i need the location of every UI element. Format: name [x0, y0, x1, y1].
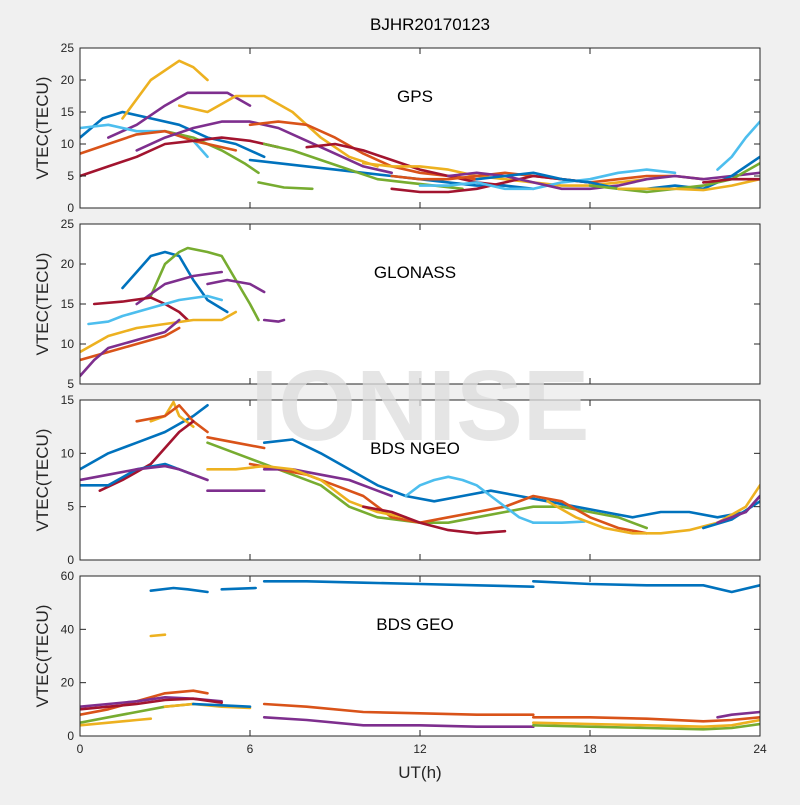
- series-line-14: [404, 475, 535, 525]
- panels: 0 5 10 15 20 25 VTEC(TECU) GPS 5 10 15 20 25 VTEC(TEC…: [33, 41, 767, 756]
- y-tick-label: 20: [61, 676, 75, 690]
- series-line-24: [701, 177, 760, 184]
- series-line-3: [135, 403, 209, 434]
- y-tick-label: 15: [61, 297, 75, 311]
- series-group: [80, 579, 760, 731]
- y-axis-label: VTEC(TECU): [33, 605, 52, 708]
- y-tick-label: 10: [61, 137, 75, 151]
- series-line-2: [121, 59, 209, 120]
- series-line-7: [177, 94, 379, 168]
- series-line-5: [80, 123, 209, 159]
- y-tick-label: 15: [61, 105, 75, 119]
- series-line-4: [206, 278, 266, 294]
- y-tick-label: 0: [67, 553, 74, 567]
- series-line-6: [80, 129, 238, 155]
- series-line-8: [80, 136, 280, 178]
- y-tick-label: 10: [61, 337, 75, 351]
- series-line-17: [531, 718, 760, 729]
- x-tick-label: 24: [753, 742, 767, 756]
- series-line-1: [80, 110, 266, 159]
- x-tick-label: 18: [583, 742, 597, 756]
- series-line-2: [220, 586, 257, 591]
- series-line-7: [262, 702, 535, 717]
- panel-3: 0 5 10 15 VTEC(TECU) BDS NGEO: [33, 393, 761, 567]
- series-line-4: [531, 579, 760, 594]
- panel-2: 5 10 15 20 25 VTEC(TECU) GLONASS: [33, 217, 761, 391]
- series-line-9: [135, 120, 394, 175]
- series-line-15: [80, 717, 153, 727]
- y-tick-label: 0: [67, 201, 74, 215]
- panel-label: BDS GEO: [376, 615, 453, 634]
- y-tick-label: 15: [61, 393, 75, 407]
- y-tick-label: 0: [67, 729, 74, 743]
- y-tick-label: 20: [61, 257, 75, 271]
- series-line-23: [716, 120, 760, 171]
- figure-title: BJHR20170123: [370, 15, 490, 34]
- series-line-10: [262, 715, 535, 729]
- series-line-17: [546, 483, 760, 535]
- plot-area: [80, 576, 760, 736]
- panel-4: 0 20 40 60 0 6 12 18 24 VTEC(TECU) BDS GEO: [33, 569, 767, 756]
- y-tick-label: 10: [61, 446, 75, 460]
- series-line-7: [87, 294, 223, 326]
- x-tick-label: 0: [77, 742, 84, 756]
- y-tick-label: 5: [67, 377, 74, 391]
- panel-1: 0 5 10 15 20 25 VTEC(TECU) GPS: [33, 41, 761, 215]
- series-line-3: [262, 579, 535, 589]
- series-line-5: [149, 633, 167, 638]
- panel-label: GPS: [397, 87, 433, 106]
- y-axis-label: VTEC(TECU): [33, 77, 52, 180]
- series-line-14: [257, 181, 314, 191]
- series-line-6: [92, 296, 189, 322]
- series-line-14: [531, 722, 760, 731]
- series-line-1: [149, 586, 209, 594]
- series-line-2: [149, 246, 260, 322]
- series-line-3: [135, 270, 223, 306]
- series-group: [80, 400, 760, 535]
- series-line-16: [531, 520, 586, 525]
- x-axis-label: UT(h): [398, 763, 441, 782]
- series-line-18: [192, 702, 252, 709]
- series-line-13: [206, 464, 408, 519]
- series-line-12: [80, 697, 223, 711]
- y-tick-label: 5: [67, 169, 74, 183]
- series-line-6: [80, 689, 209, 717]
- y-tick-label: 25: [61, 41, 75, 55]
- x-tick-label: 6: [247, 742, 254, 756]
- y-axis-label: VTEC(TECU): [33, 429, 52, 532]
- plot-area: [80, 224, 760, 384]
- series-line-3: [107, 91, 252, 139]
- x-tick-label: 12: [413, 742, 427, 756]
- series-line-10: [262, 438, 760, 519]
- series-line-4: [206, 435, 266, 450]
- y-tick-label: 60: [61, 569, 75, 583]
- series-line-5: [98, 419, 195, 493]
- y-tick-label: 20: [61, 73, 75, 87]
- series-group: [80, 59, 760, 194]
- series-line-22: [616, 177, 760, 192]
- y-axis-label: VTEC(TECU): [33, 253, 52, 356]
- y-tick-label: 40: [61, 622, 75, 636]
- watermark: IONISE: [251, 350, 590, 462]
- series-line-11: [716, 710, 760, 719]
- y-tick-label: 25: [61, 217, 75, 231]
- series-line-19: [716, 494, 760, 525]
- series-line-7: [80, 464, 209, 482]
- series-line-1: [80, 403, 209, 471]
- series-line-15: [361, 505, 507, 535]
- series-group: [80, 246, 286, 378]
- series-line-8: [80, 310, 238, 354]
- y-tick-label: 5: [67, 500, 74, 514]
- series-line-4: [163, 129, 260, 175]
- series-line-5: [262, 318, 286, 323]
- series-line-10: [80, 318, 181, 378]
- panel-label: GLONASS: [374, 263, 456, 282]
- series-line-11: [305, 142, 507, 187]
- series-line-8: [531, 715, 760, 723]
- panel-label: BDS NGEO: [370, 439, 460, 458]
